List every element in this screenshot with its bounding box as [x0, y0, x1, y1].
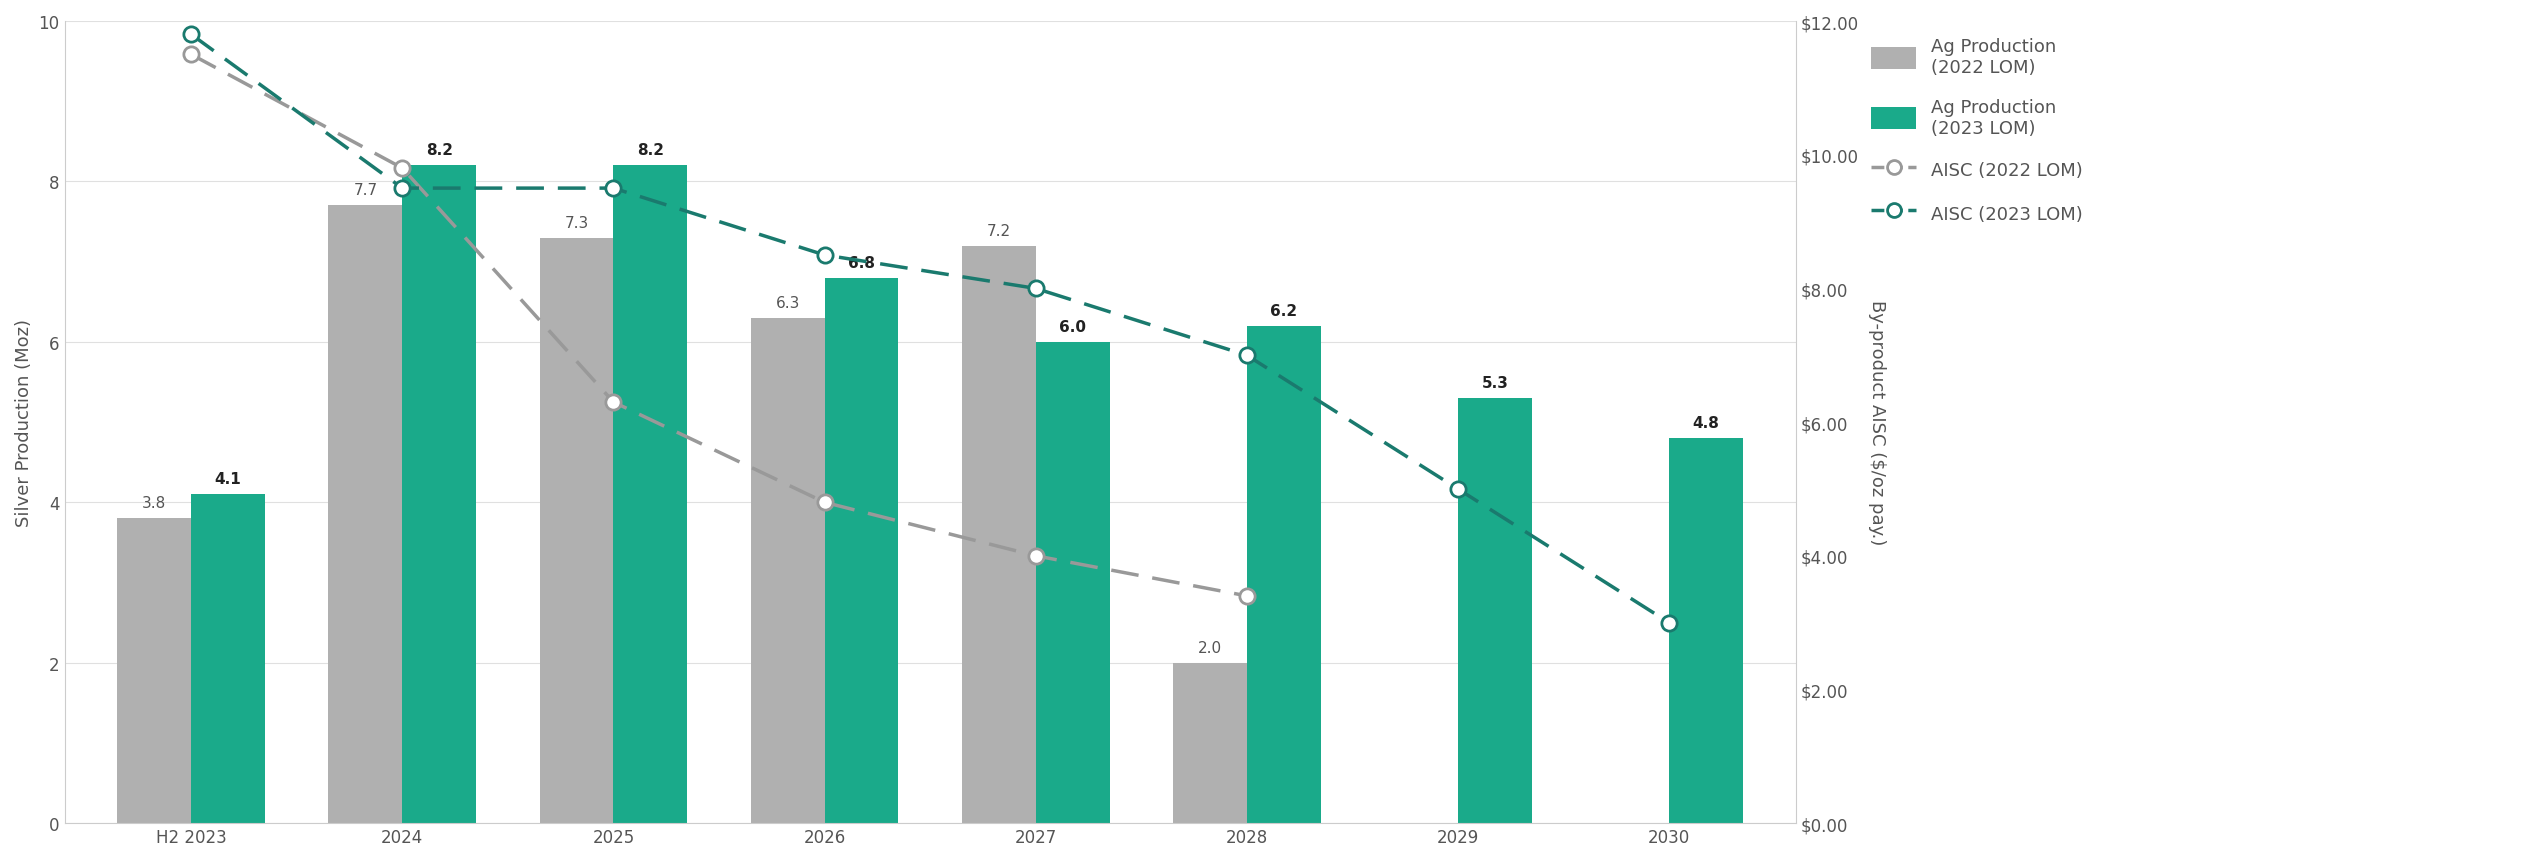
Bar: [1458, 399, 1531, 823]
Text: 8.2: 8.2: [638, 143, 663, 158]
Text: 8.2: 8.2: [426, 143, 454, 158]
Bar: [1670, 438, 1743, 823]
Bar: [825, 278, 898, 823]
Bar: [752, 319, 825, 823]
Bar: [119, 518, 192, 823]
Text: 6.3: 6.3: [774, 295, 799, 311]
Text: 6.8: 6.8: [847, 256, 875, 270]
Bar: [192, 495, 265, 823]
Text: 4.1: 4.1: [214, 472, 242, 486]
Text: 3.8: 3.8: [141, 496, 166, 511]
Bar: [404, 166, 477, 823]
Bar: [961, 246, 1037, 823]
Text: 7.2: 7.2: [986, 223, 1011, 238]
Bar: [1173, 663, 1246, 823]
Text: 2.0: 2.0: [1198, 640, 1221, 655]
Y-axis label: Silver Production (Moz): Silver Production (Moz): [15, 319, 33, 526]
Text: 7.3: 7.3: [565, 215, 588, 230]
Y-axis label: By-product AISC ($/oz pay.): By-product AISC ($/oz pay.): [1869, 300, 1886, 545]
Text: 7.7: 7.7: [353, 183, 378, 198]
Text: 6.2: 6.2: [1271, 303, 1296, 319]
Legend: Ag Production
(2022 LOM), Ag Production
(2023 LOM), AISC (2022 LOM), AISC (2023 : Ag Production (2022 LOM), Ag Production …: [1864, 31, 2091, 232]
Text: 5.3: 5.3: [1480, 375, 1508, 391]
Bar: [1246, 326, 1322, 823]
Bar: [613, 166, 689, 823]
Text: 6.0: 6.0: [1059, 319, 1087, 334]
Text: 4.8: 4.8: [1692, 416, 1720, 430]
Bar: [1037, 343, 1110, 823]
Bar: [540, 238, 613, 823]
Bar: [328, 207, 404, 823]
